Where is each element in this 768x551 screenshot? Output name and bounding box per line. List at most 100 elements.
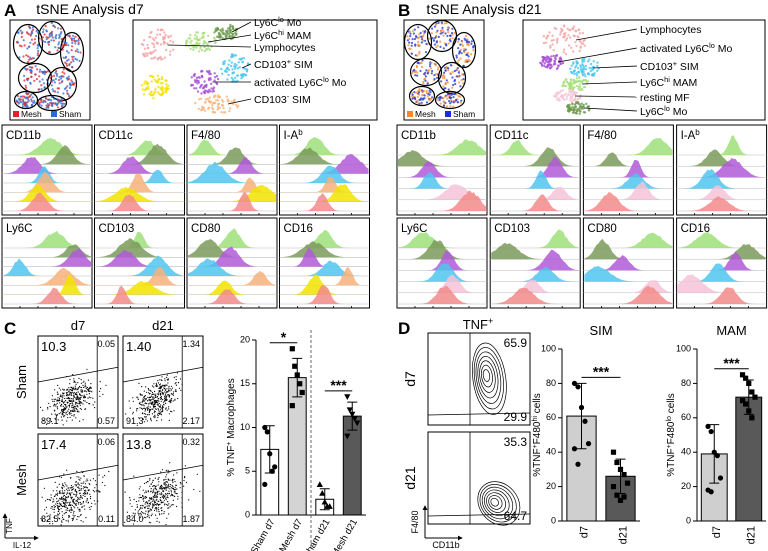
flow-dot [152, 401, 153, 402]
flow-dot [154, 394, 155, 395]
flow-dot [55, 482, 56, 483]
flow-dot [71, 415, 72, 416]
data-point [575, 384, 580, 389]
flow-dot [152, 397, 153, 398]
flow-dot [92, 398, 93, 399]
tsne-dot [218, 33, 220, 35]
flow-dot [141, 386, 142, 387]
tsne-dot [418, 51, 420, 53]
x-tick-label: d7 [711, 526, 723, 538]
panel-title-sup: + [488, 316, 493, 326]
flow-dot [91, 391, 92, 392]
marker-label-part: CD103 [494, 223, 530, 235]
tsne-dot [235, 33, 237, 35]
tsne-dot [447, 69, 449, 71]
tsne-dot [577, 35, 579, 37]
flow-dot [150, 409, 151, 410]
flow-dot [81, 402, 82, 403]
flow-dot [89, 403, 90, 404]
flow-dot [157, 503, 158, 504]
flow-dot [42, 497, 43, 498]
tsne-dot [55, 34, 57, 36]
cluster-label-part: Lymphocytes [254, 42, 315, 54]
tsne-dot [447, 95, 449, 97]
flow-dot [73, 378, 74, 379]
flow-dot [57, 406, 58, 407]
y-axis-label-part: % TNF [226, 446, 237, 477]
cluster-label-part: Mo [284, 17, 302, 29]
tsne-dot [461, 73, 463, 75]
flow-dot [164, 386, 165, 387]
tsne-dot [456, 68, 458, 70]
flow-dot [151, 399, 152, 400]
flow-dot [81, 520, 82, 521]
y-tick-label: 40 [546, 447, 556, 457]
flow-dot [61, 401, 62, 402]
tsne-dot [448, 88, 450, 90]
flow-dot [161, 401, 162, 402]
tsne-dot [73, 56, 75, 58]
flow-dot [159, 522, 160, 523]
significance-label: *** [723, 355, 740, 371]
tsne-dot [48, 99, 50, 101]
flow-dot [162, 393, 163, 394]
flow-dot [82, 506, 83, 507]
tsne-dot [575, 65, 577, 67]
tsne-dot [448, 100, 450, 102]
flow-dot [179, 388, 180, 389]
marker-label-part: CD80 [191, 223, 220, 235]
flow-dot [100, 388, 101, 389]
flow-dot [67, 402, 68, 403]
flow-dot [141, 511, 142, 512]
flow-dot [73, 494, 74, 495]
tsne-dot [444, 83, 446, 85]
tsne-dot [73, 84, 75, 86]
quadrant-value: 65.9 [504, 336, 528, 350]
flow-dot [143, 404, 144, 405]
flow-dot [80, 504, 81, 505]
flow-dot [166, 487, 167, 488]
flow-dot [86, 394, 87, 395]
flow-dot [145, 511, 146, 512]
flow-dot [59, 399, 60, 400]
flow-dot [176, 472, 177, 473]
tsne-dot [66, 90, 68, 92]
flow-dot [75, 490, 76, 491]
flow-dot [84, 395, 85, 396]
data-point [575, 462, 580, 467]
flow-dot [67, 492, 68, 493]
flow-dot [85, 408, 86, 409]
flow-dot [155, 508, 156, 509]
data-point [297, 381, 302, 386]
tsne-dot [466, 38, 468, 40]
flow-dot [51, 497, 52, 498]
flow-dot [76, 476, 77, 477]
marker-label: CD11c [494, 130, 529, 142]
tsne-dot [63, 72, 65, 74]
flow-dot [146, 398, 147, 399]
flow-dot [144, 408, 145, 409]
tsne-dot [24, 68, 26, 70]
flow-dot [148, 392, 149, 393]
flow-dot [66, 392, 67, 393]
flow-dot [81, 391, 82, 392]
tsne-dot [217, 78, 219, 80]
flow-dot [56, 404, 57, 405]
flow-dot [74, 507, 75, 508]
tsne-dot [228, 59, 230, 61]
flow-dot [177, 496, 178, 497]
flow-dot [67, 510, 68, 511]
flow-dot [49, 499, 50, 500]
flow-dot [74, 408, 75, 409]
flow-dot [167, 501, 168, 502]
flow-dot [145, 503, 146, 504]
tsne-dot [54, 90, 56, 92]
tsne-dot [142, 53, 144, 55]
tsne-dot [562, 83, 564, 85]
tsne-dot [153, 46, 155, 48]
flow-dot [83, 501, 84, 502]
tsne-dot [50, 32, 52, 34]
data-point [743, 401, 748, 406]
flow-dot [152, 392, 153, 393]
flow-dot [144, 413, 145, 414]
